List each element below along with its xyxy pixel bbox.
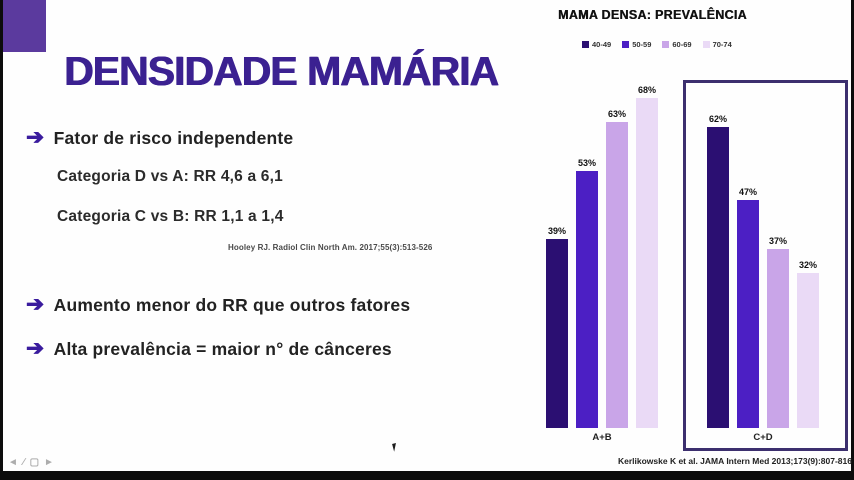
bar-group-A+B: 39% 53% 63% 68% A+B — [546, 0, 658, 448]
bar-C+D-70-74 — [797, 273, 819, 428]
bar-cell-C+D-40-49: 62% — [707, 114, 729, 428]
subline-category-c-vs-b: Categoria C vs B: RR 1,1 a 1,4 — [57, 208, 284, 225]
legend-label: 40-49 — [592, 40, 612, 49]
bar-C+D-60-69 — [767, 249, 789, 428]
bar-value-label: 63% — [607, 109, 626, 119]
bar-A+B-40-49 — [546, 239, 568, 428]
legend-swatch-icon — [582, 41, 589, 48]
bullet-text: Aumento menor do RR que outros fatores — [53, 295, 411, 315]
slideshow-controls: ◄ ∕ ▢ ► — [8, 457, 54, 469]
bar-value-label: 53% — [577, 158, 596, 168]
bars-row: 39% 53% 63% 68% — [546, 0, 658, 428]
bullet-rr-increase: ➔ Aumento menor do RR que outros fatores — [26, 293, 411, 316]
pen-tool-button[interactable]: ∕ — [22, 457, 25, 468]
bullet-text: Fator de risco independente — [53, 128, 294, 148]
bars-row: 62% 47% 37% 32% — [707, 0, 819, 428]
slide-menu-button[interactable]: ▢ — [29, 457, 40, 468]
legend-swatch-icon — [622, 41, 630, 48]
bar-group-C+D: 62% 47% 37% 32% C+D — [707, 0, 819, 448]
bar-value-label: 39% — [547, 226, 566, 236]
category-label-A+B: A+B — [592, 432, 612, 443]
bar-A+B-50-59 — [576, 171, 598, 428]
bar-cell-A+B-50-59: 53% — [576, 158, 598, 428]
citation-hooley: Hooley RJ. Radiol Clin North Am. 2017;55… — [228, 243, 433, 252]
legend-item-40-49: 40-49 — [582, 40, 611, 49]
bar-C+D-50-59 — [737, 200, 759, 428]
decorative-corner-square — [3, 0, 46, 52]
chart-legend: 40-49 50-59 60-69 70-74 — [582, 40, 732, 49]
bar-cell-A+B-70-74: 68% — [636, 85, 658, 428]
legend-label: 70-74 — [712, 40, 732, 49]
bar-C+D-40-49 — [707, 127, 729, 428]
citation-kerlikowske: Kerlikowske K et al. JAMA Intern Med 201… — [617, 456, 852, 466]
bar-cell-A+B-40-49: 39% — [546, 226, 568, 428]
legend-label: 50-59 — [632, 40, 652, 49]
chart: MAMA DENSA: PREVALÊNCIA 40-49 50-59 60-69 7… — [530, 0, 854, 472]
bar-cell-C+D-50-59: 47% — [737, 187, 759, 428]
legend-label: 60-69 — [672, 40, 692, 49]
arrow-bullet-icon: ➔ — [26, 126, 44, 149]
legend-item-50-59: 50-59 — [622, 40, 651, 49]
bar-cell-A+B-60-69: 63% — [606, 109, 628, 428]
bullet-risk-factor: ➔ Fator de risco independente — [26, 126, 294, 149]
prev-slide-button[interactable]: ◄ — [8, 457, 18, 468]
bar-value-label: 47% — [738, 187, 757, 197]
bar-value-label: 32% — [798, 260, 817, 270]
bar-value-label: 62% — [708, 114, 727, 124]
legend-swatch-icon — [702, 41, 710, 48]
bar-A+B-70-74 — [636, 98, 658, 428]
legend-swatch-icon — [662, 41, 670, 48]
legend-item-70-74: 70-74 — [702, 40, 732, 49]
chart-title: MAMA DENSA: PREVALÊNCIA — [558, 8, 747, 22]
legend-item-60-69: 60-69 — [662, 40, 692, 49]
category-label-C+D: C+D — [753, 432, 773, 443]
bullet-prevalence: ➔ Alta prevalência = maior n° de câncere… — [26, 337, 392, 360]
next-slide-button[interactable]: ► — [44, 457, 54, 468]
bullet-text: Alta prevalência = maior n° de cânceres — [53, 339, 392, 359]
arrow-bullet-icon: ➔ — [26, 293, 44, 316]
bar-cell-C+D-60-69: 37% — [767, 236, 789, 428]
bar-cell-C+D-70-74: 32% — [797, 260, 819, 428]
slide-title: DENSIDADE MAMÁRIA — [64, 48, 499, 94]
bar-value-label: 68% — [637, 85, 656, 95]
bar-value-label: 37% — [768, 236, 787, 246]
subline-category-d-vs-a: Categoria D vs A: RR 4,6 a 6,1 — [57, 168, 283, 185]
arrow-bullet-icon: ➔ — [26, 337, 44, 360]
bar-A+B-60-69 — [606, 122, 628, 428]
